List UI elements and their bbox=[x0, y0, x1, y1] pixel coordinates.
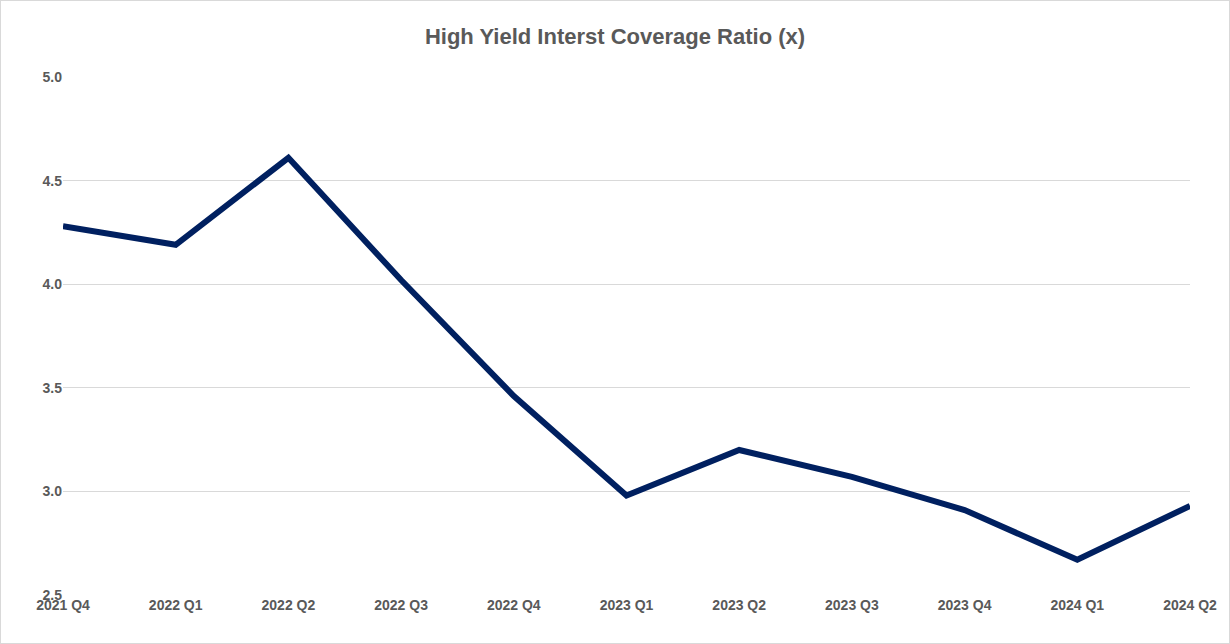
svg-text:4.0: 4.0 bbox=[43, 276, 63, 292]
svg-text:High Yield Interst Coverage Ra: High Yield Interst Coverage Ratio (x) bbox=[425, 24, 805, 49]
svg-text:2024 Q2: 2024 Q2 bbox=[1163, 597, 1217, 613]
svg-text:2.5: 2.5 bbox=[43, 587, 63, 603]
svg-text:2023 Q1: 2023 Q1 bbox=[600, 597, 654, 613]
svg-text:2023 Q3: 2023 Q3 bbox=[825, 597, 879, 613]
svg-text:2024 Q1: 2024 Q1 bbox=[1050, 597, 1104, 613]
svg-text:2022 Q3: 2022 Q3 bbox=[374, 597, 428, 613]
svg-text:2022 Q4: 2022 Q4 bbox=[487, 597, 541, 613]
svg-text:4.5: 4.5 bbox=[43, 173, 63, 189]
svg-text:3.0: 3.0 bbox=[43, 483, 63, 499]
svg-text:2022 Q2: 2022 Q2 bbox=[262, 597, 316, 613]
svg-text:5.0: 5.0 bbox=[43, 69, 63, 85]
svg-text:2023 Q2: 2023 Q2 bbox=[712, 597, 766, 613]
svg-text:2023 Q4: 2023 Q4 bbox=[938, 597, 992, 613]
svg-text:2021 Q4: 2021 Q4 bbox=[36, 597, 90, 613]
svg-text:3.5: 3.5 bbox=[43, 380, 63, 396]
svg-text:2022 Q1: 2022 Q1 bbox=[149, 597, 203, 613]
